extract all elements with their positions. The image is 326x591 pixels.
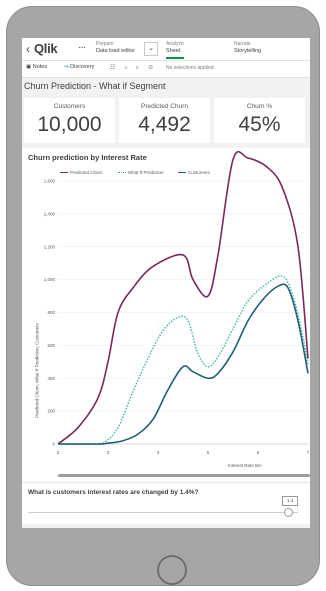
app-header: ‹ Qlik ··· Prepare Data load editor ⌄ An… (22, 38, 310, 61)
kpi-churn-percent-value: 45% (238, 113, 281, 136)
x-axis-label: Interest Rate Bin (228, 463, 262, 468)
nav-analyze[interactable]: Analyze Sheet (166, 41, 184, 59)
sheet-title: Churn Prediction - What if Segment (24, 81, 166, 91)
x-tick-label: 2 (57, 450, 60, 455)
clear-selections-icon[interactable]: ⊘ (148, 65, 154, 71)
chart-title: Churn prediction by Interest Rate (28, 153, 147, 162)
qlik-logo: Qlik (34, 41, 58, 56)
discovery-button[interactable]: ↝ Discovery (64, 64, 95, 70)
kpi-predicted-churn[interactable]: Predicted Churn 4,492 (119, 98, 210, 143)
kpi-churn-percent-label: Churn % (246, 103, 273, 110)
kpi-customers-value: 10,000 (37, 113, 102, 136)
nav-analyze-sub: Sheet (166, 48, 181, 54)
legend-swatch (118, 172, 126, 174)
legend-item-what-if[interactable]: What If Prediction (118, 170, 164, 175)
slider-handle[interactable] (284, 508, 293, 517)
y-tick-label: 0 (52, 442, 55, 447)
y-tick-label: 200 (47, 409, 55, 414)
toolbar: ▣ Notes ↝ Discovery ☷ ◃ ▹ ⊘ No selection… (22, 61, 310, 78)
selections-status: No selections applied (166, 65, 214, 71)
legend-label: What If Prediction (128, 170, 164, 175)
slider-question: What is customers interest rates are cha… (28, 489, 199, 496)
series-line-customers (57, 283, 309, 445)
legend-swatch (60, 172, 68, 174)
series-line-predicted-churn (57, 150, 309, 445)
y-tick-label: 1,400 (44, 211, 56, 216)
x-tick-label: 4 (157, 450, 160, 455)
x-tick-label: 3 (107, 450, 110, 455)
slider-value[interactable]: 1.4 (282, 496, 298, 506)
notes-button[interactable]: ▣ Notes (26, 64, 48, 70)
line-chart[interactable]: 0 200 400 600 800 1,000 1,200 1,400 1,600 2 3 4 5 6 7 (22, 148, 310, 481)
slider-track[interactable] (28, 512, 298, 513)
app-screen: ‹ Qlik ··· Prepare Data load editor ⌄ An… (22, 38, 310, 528)
home-button[interactable] (157, 555, 187, 585)
more-options-icon[interactable]: ··· (78, 42, 86, 53)
kpi-predicted-churn-value: 4,492 (138, 113, 191, 136)
kpi-predicted-churn-label: Predicted Churn (141, 103, 188, 110)
y-tick-label: 800 (47, 310, 55, 315)
legend-swatch (178, 172, 186, 174)
nav-prepare-sub: Data load editor (96, 48, 135, 54)
x-tick-label: 5 (207, 450, 210, 455)
nav-narrate-sub: Storytelling (234, 48, 262, 54)
chevron-down-icon[interactable]: ⌄ (144, 42, 158, 56)
kpi-customers[interactable]: Customers 10,000 (24, 98, 115, 143)
churn-chart-panel[interactable]: Churn prediction by Interest Rate Predic… (22, 148, 310, 481)
discovery-label: Discovery (70, 64, 95, 70)
y-tick-label: 400 (47, 376, 55, 381)
y-tick-label: 600 (47, 343, 55, 348)
x-tick-label: 7 (307, 450, 310, 455)
legend-item-customers[interactable]: Customers (178, 170, 210, 175)
step-back-icon[interactable]: ◃ (124, 65, 128, 71)
nav-narrate-label: Narrate (234, 41, 251, 47)
chart-scrollbar[interactable] (58, 474, 310, 477)
legend-item-predicted-churn[interactable]: Predicted Churn (60, 170, 103, 175)
kpi-churn-percent[interactable]: Churn % 45% (214, 98, 305, 143)
nav-analyze-label: Analyze (166, 41, 184, 47)
nav-prepare-label: Prepare (96, 41, 114, 47)
nav-prepare[interactable]: Prepare Data load editor (96, 41, 135, 55)
kpi-customers-label: Customers (53, 103, 86, 110)
legend-label: Customers (188, 170, 210, 175)
series-line-what-if-prediction (57, 275, 309, 446)
selection-tool-icon[interactable]: ☷ (110, 65, 116, 71)
x-tick-label: 6 (257, 450, 260, 455)
nav-narrate[interactable]: Narrate Storytelling (234, 41, 261, 55)
interest-rate-slider-panel: What is customers interest rates are cha… (22, 484, 310, 524)
legend-label: Predicted Churn (70, 170, 103, 175)
y-tick-label: 1,000 (44, 277, 56, 282)
notes-label: Notes (32, 64, 48, 70)
step-forward-icon[interactable]: ▹ (136, 65, 140, 71)
chevron-left-icon[interactable]: ‹ (26, 42, 30, 56)
y-tick-label: 1,200 (44, 244, 56, 249)
y-tick-label: 1,600 (44, 179, 56, 184)
